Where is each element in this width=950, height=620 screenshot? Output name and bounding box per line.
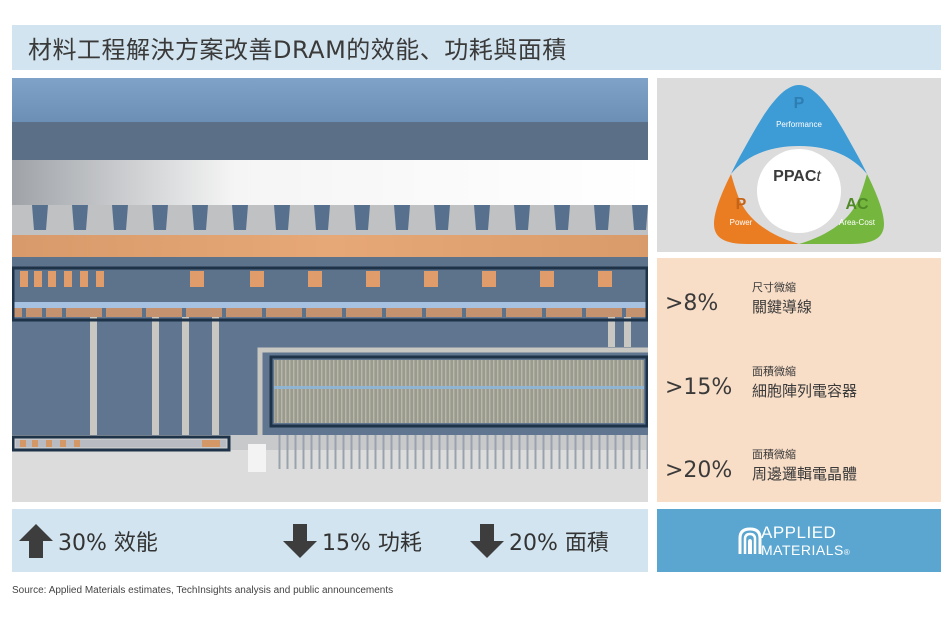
stat-value: >20% bbox=[665, 458, 733, 483]
logo-line2: MATERIALS bbox=[761, 542, 844, 558]
stat-category: 尺寸微縮 bbox=[752, 281, 796, 294]
arrow-down-icon bbox=[283, 524, 317, 558]
metric-performance: 30% 效能 bbox=[18, 521, 158, 561]
metric-label: 20% 面積 bbox=[509, 531, 609, 556]
stat-label: 周邊邏輯電晶體 bbox=[752, 465, 858, 483]
ppact-panel: P Performance P Power AC Area-Cost PPACt bbox=[657, 78, 941, 252]
stat-category: 面積微縮 bbox=[752, 365, 796, 378]
logo-line1: APPLIED bbox=[761, 523, 837, 542]
ppact-center-suffix: t bbox=[816, 168, 821, 185]
ppact-triangle-icon: P Performance P Power AC Area-Cost PPACt bbox=[714, 85, 884, 244]
metric-area: 20% 面積 bbox=[469, 521, 609, 561]
ppact-performance-letter: P bbox=[794, 95, 805, 112]
title-bar: 材料工程解決方案改善DRAM的效能、功耗與面積 bbox=[12, 25, 941, 70]
ppact-performance-label: Performance bbox=[776, 120, 822, 129]
scaling-stats-panel: >8% 尺寸微縮 關鍵導線 >15% 面積微縮 細胞陣列電容器 >20% 面積微… bbox=[657, 258, 941, 502]
stat-label: 細胞陣列電容器 bbox=[752, 382, 858, 400]
applied-materials-logo-icon bbox=[738, 527, 762, 554]
stat-category: 面積微縮 bbox=[752, 448, 796, 461]
stat-label: 關鍵導線 bbox=[752, 298, 813, 316]
benefits-bar: 30% 效能 15% 功耗 20% 面積 bbox=[12, 509, 648, 572]
ppact-power-letter: P bbox=[736, 196, 747, 213]
metric-label: 30% 效能 bbox=[58, 531, 158, 556]
stat-periphery-transistor: >20% 面積微縮 周邊邏輯電晶體 bbox=[657, 438, 941, 508]
dram-cross-section-drawing bbox=[12, 78, 648, 502]
stat-cell-capacitor: >15% 面積微縮 細胞陣列電容器 bbox=[657, 355, 941, 425]
ppact-areacost-label: Area-Cost bbox=[839, 218, 876, 227]
logo-registered-mark: ® bbox=[843, 548, 851, 557]
source-note: Source: Applied Materials estimates, Tec… bbox=[12, 585, 394, 596]
arrow-down-icon bbox=[470, 524, 504, 558]
stat-value: >8% bbox=[665, 291, 719, 316]
dram-cross-section-image bbox=[12, 78, 648, 502]
page-title: 材料工程解決方案改善DRAM的效能、功耗與面積 bbox=[28, 36, 567, 64]
metric-power: 15% 功耗 bbox=[282, 521, 422, 561]
ppact-power-label: Power bbox=[730, 218, 753, 227]
metric-label: 15% 功耗 bbox=[322, 531, 422, 556]
ppact-areacost-letter: AC bbox=[845, 196, 869, 213]
applied-materials-logo: APPLIED MATERIALS® bbox=[657, 509, 941, 572]
stat-value: >15% bbox=[665, 375, 733, 400]
svg-text:PPACt: PPACt bbox=[773, 168, 821, 185]
arrow-up-icon bbox=[19, 524, 53, 558]
ppact-center-label: PPAC bbox=[773, 168, 817, 185]
stat-critical-wiring: >8% 尺寸微縮 關鍵導線 bbox=[657, 271, 941, 341]
